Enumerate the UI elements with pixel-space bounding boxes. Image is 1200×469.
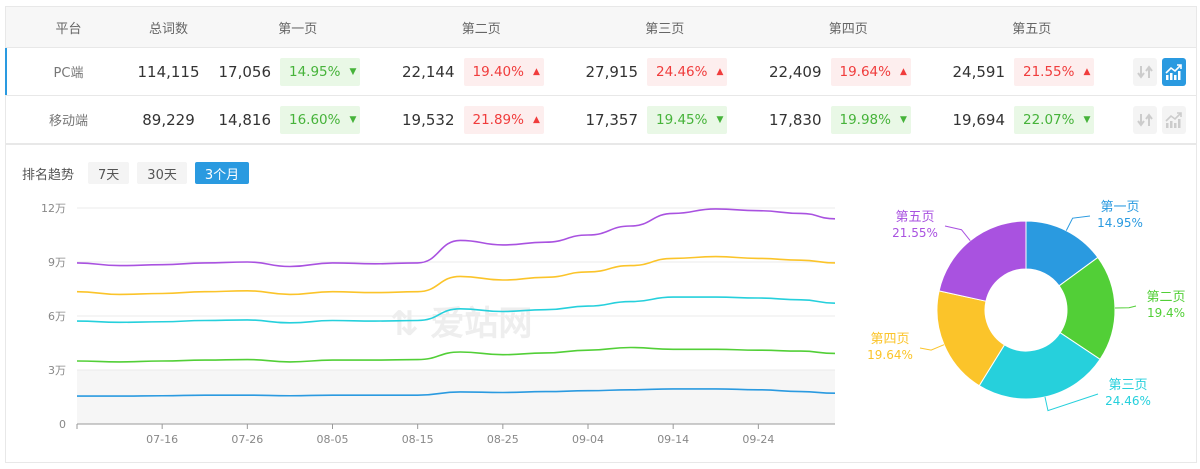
percent-value: 14.95%	[289, 63, 341, 80]
chart-trend-icon	[1165, 63, 1182, 80]
page-2-cell: 22,144 19.40% ▲	[390, 57, 574, 86]
total-count: 89,229	[142, 110, 195, 129]
trend-up-icon: ▲	[532, 114, 540, 125]
page-count: 22,409	[769, 62, 822, 81]
trend-down-icon: ▼	[349, 114, 357, 125]
page-count: 17,357	[585, 110, 639, 129]
sort-button[interactable]	[1133, 105, 1157, 134]
trend-up-icon: ▲	[532, 66, 540, 77]
ranking-table: 平台 总词数 第一页 第二页 第三页 第四页 第五页 PC端 114,115 1…	[5, 6, 1197, 145]
header-page-5: 第五页	[1012, 21, 1052, 37]
header-page-1: 第一页	[278, 21, 318, 37]
page-3-cell: 27,915 24.46% ▲	[573, 57, 757, 86]
page-percent-badge: 19.64% ▲	[830, 57, 911, 86]
page-count: 19,532	[402, 110, 455, 129]
percent-value: 24.46%	[656, 63, 708, 80]
page-count: 17,056	[218, 62, 272, 81]
page-5-cell: 24,591 21.55% ▲	[940, 57, 1124, 86]
page-count: 24,591	[952, 62, 1006, 81]
table-header: 平台 总词数 第一页 第二页 第三页 第四页 第五页	[6, 7, 1196, 48]
page-percent-badge: 21.55% ▲	[1014, 57, 1094, 86]
percent-value: 21.55%	[1023, 63, 1075, 80]
percent-value: 19.98%	[839, 111, 891, 128]
trend-range-selector: 排名趋势 7天 30天 3个月	[22, 162, 250, 184]
table-row[interactable]: PC端 114,115 17,056 14.95% ▼ 22,144 19.40…	[5, 48, 1196, 96]
page-4-cell: 22,409 19.64% ▲	[757, 57, 941, 86]
percent-value: 19.64%	[839, 63, 891, 80]
header-page-2: 第二页	[461, 21, 501, 37]
header-total: 总词数	[148, 21, 188, 37]
page-5-cell: 19,694 22.07% ▼	[940, 105, 1124, 134]
page-3-cell: 17,357 19.45% ▼	[573, 105, 757, 134]
page-percent-badge: 19.40% ▲	[463, 57, 544, 86]
page-percent-badge: 19.98% ▼	[830, 105, 911, 134]
table-row[interactable]: 移动端 89,229 14,816 16.60% ▼ 19,532 21.89%…	[6, 96, 1196, 144]
page-2-cell: 19,532 21.89% ▲	[390, 105, 574, 134]
range-7d-button[interactable]: 7天	[88, 162, 130, 184]
percent-value: 19.40%	[472, 63, 524, 80]
trend-panel: 排名趋势 7天 30天 3个月	[5, 145, 1197, 463]
trend-chart-button[interactable]	[1162, 105, 1186, 134]
header-page-4: 第四页	[828, 21, 868, 37]
trend-chart-button[interactable]	[1162, 57, 1186, 86]
page-percent-badge: 22.07% ▼	[1014, 105, 1094, 134]
page-percent-badge: 21.89% ▲	[463, 105, 544, 134]
page-count: 22,144	[402, 62, 455, 81]
page-4-cell: 17,830 19.98% ▼	[757, 105, 941, 134]
trend-up-icon: ▲	[899, 66, 907, 77]
page-percent-badge: 14.95% ▼	[280, 57, 360, 86]
percent-value: 16.60%	[289, 111, 341, 128]
trend-up-icon: ▲	[1083, 66, 1091, 77]
platform-name: PC端	[53, 66, 84, 81]
sort-button[interactable]	[1133, 57, 1157, 86]
sort-icon	[1137, 112, 1153, 127]
trend-down-icon: ▼	[1083, 114, 1091, 125]
header-platform: 平台	[55, 21, 82, 37]
page-1-cell: 17,056 14.95% ▼	[206, 57, 390, 86]
trend-up-icon: ▲	[716, 66, 724, 77]
page-percent-badge: 19.45% ▼	[647, 105, 727, 134]
page-count: 27,915	[585, 62, 639, 81]
range-30d-button[interactable]: 30天	[137, 162, 187, 184]
percent-value: 21.89%	[472, 111, 524, 128]
trend-down-icon: ▼	[349, 66, 357, 77]
page-percent-badge: 24.46% ▲	[647, 57, 727, 86]
trend-label: 排名趋势	[22, 167, 75, 183]
page-count: 19,694	[952, 110, 1006, 129]
total-count: 114,115	[137, 62, 200, 81]
range-3m-button[interactable]: 3个月	[194, 162, 250, 184]
percent-value: 22.07%	[1023, 111, 1075, 128]
trend-down-icon: ▼	[899, 114, 907, 125]
header-page-3: 第三页	[645, 21, 685, 37]
page-count: 17,830	[769, 110, 822, 129]
trend-down-icon: ▼	[716, 114, 724, 125]
platform-name: 移动端	[48, 114, 88, 129]
page-1-cell: 14,816 16.60% ▼	[206, 105, 390, 134]
page-percent-badge: 16.60% ▼	[280, 105, 360, 134]
page-count: 14,816	[218, 110, 272, 129]
chart-trend-icon	[1165, 111, 1182, 128]
percent-value: 19.45%	[656, 111, 708, 128]
sort-icon	[1137, 64, 1153, 79]
